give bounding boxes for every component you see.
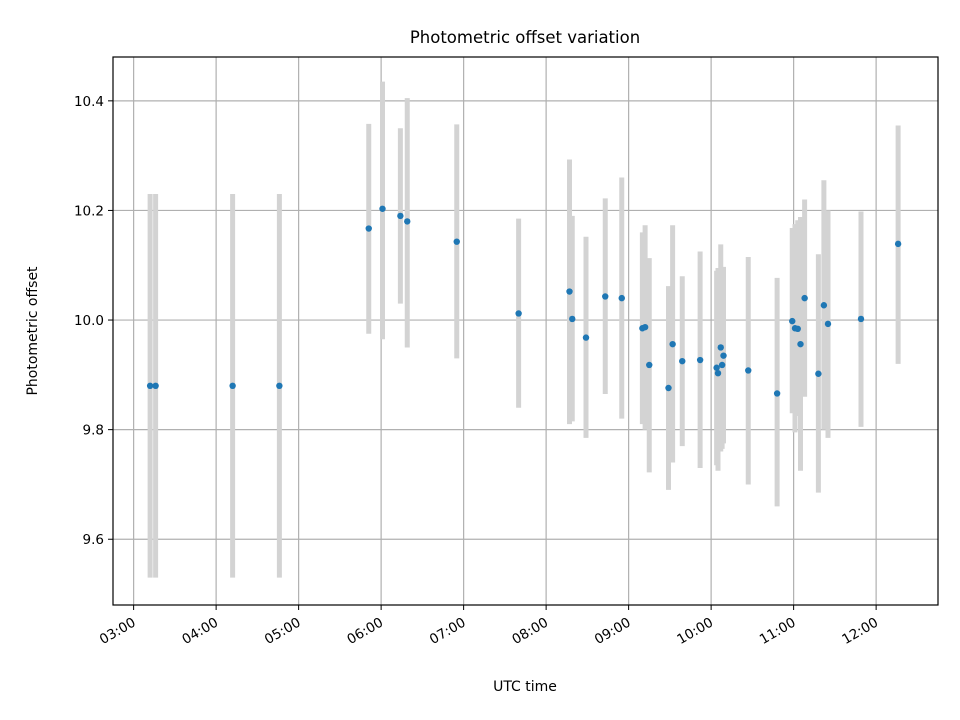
data-point [745,367,752,374]
data-point [714,369,722,377]
x-tick-label: 12:00 [839,615,881,648]
data-point [720,352,727,359]
data-point [679,357,686,365]
data-point [857,315,865,323]
data-point [713,364,720,371]
x-tick-label: 03:00 [97,615,139,648]
data-point [894,240,902,248]
x-tick-label: 09:00 [592,615,634,648]
data-point [815,370,822,377]
x-tick-label: 04:00 [179,615,221,648]
data-point [379,205,386,212]
data-point [665,384,672,392]
data-point [602,293,609,300]
y-tick-label: 9.6 [83,532,104,548]
y-tick-label: 10.2 [74,203,104,219]
grid [113,57,938,605]
y-tick-label: 10.4 [74,94,104,110]
data-point [646,361,653,369]
data-point [669,340,676,348]
x-axis-label: UTC time [493,679,557,695]
data-point [453,238,460,245]
x-tick-label: 05:00 [262,615,304,648]
data-point [641,323,649,331]
data-point [618,294,625,302]
error-bars [147,81,901,578]
x-tick-label: 07:00 [427,615,469,648]
data-point [718,361,726,369]
data-point [582,334,590,341]
x-tick-label: 11:00 [757,615,799,648]
data-point [569,315,576,323]
data-point [773,390,781,397]
axis-ticks: 03:00 04:00 05:00 06:00 07:00 08:00 09:00 10:00… [74,94,881,648]
data-point [404,218,411,225]
data-point [365,225,372,232]
data-point [794,325,801,333]
data-point [515,310,522,317]
data-point [276,382,283,389]
data-point [696,356,704,364]
x-tick-label: 10:00 [674,615,716,648]
data-point [820,302,828,309]
data-point [152,382,159,389]
data-point [397,212,404,220]
data-point [146,382,154,389]
data-point [801,294,808,302]
x-tick-label: 08:00 [509,615,551,648]
data-point [824,320,832,328]
x-tick-label: 06:00 [344,615,386,648]
data-point [566,288,573,295]
data-points [146,205,902,397]
plot-frame [112,56,939,606]
y-tick-label: 10.0 [74,313,104,329]
data-point [717,344,724,351]
data-point [797,340,804,348]
chart-title: Photometric offset variation [410,28,640,47]
y-tick-label: 9.8 [83,423,104,439]
data-point [229,382,236,389]
y-axis-label: Photometric offset [25,266,41,396]
data-point [789,317,796,325]
